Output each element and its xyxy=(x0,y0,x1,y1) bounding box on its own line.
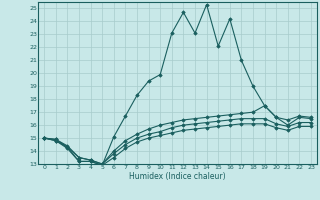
X-axis label: Humidex (Indice chaleur): Humidex (Indice chaleur) xyxy=(129,172,226,181)
